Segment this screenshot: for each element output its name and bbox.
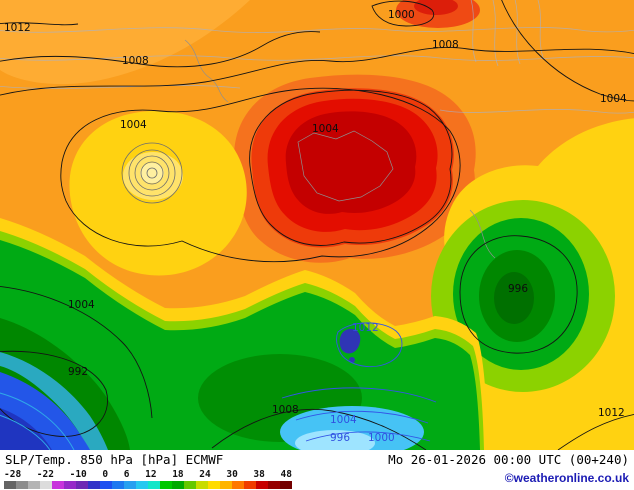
isobar-lines <box>0 0 634 451</box>
isobar-label: 1012 <box>4 22 31 34</box>
scale-tick-label: -28 <box>4 469 22 480</box>
isobar-label: 1004 <box>312 123 339 135</box>
isobar-label: 1012 <box>352 322 379 334</box>
scale-tick-label: 12 <box>145 469 157 480</box>
scale-color-segment <box>148 481 160 489</box>
scale-color-segment <box>40 481 52 489</box>
scale-color-segment <box>4 481 16 489</box>
isobar-label: 996 <box>508 283 528 295</box>
scale-color-segment <box>76 481 88 489</box>
isobar-label: 1004 <box>68 299 95 311</box>
scale-tick-label: 38 <box>253 469 265 480</box>
scale-tick-label: 6 <box>123 469 130 480</box>
scale-color-segment <box>280 481 292 489</box>
scale-color-segment <box>100 481 112 489</box>
scale-tick-label: 48 <box>280 469 292 480</box>
scale-color-segment <box>16 481 28 489</box>
sea-shape <box>339 328 361 354</box>
scale-color-segment <box>196 481 208 489</box>
isotherm-lines <box>0 0 634 114</box>
isobar-label: 1004 <box>120 119 147 131</box>
scale-color-segment <box>88 481 100 489</box>
scale-tick-label: 24 <box>199 469 211 480</box>
temperature-fill-layer <box>0 0 634 458</box>
scale-color-segment <box>124 481 136 489</box>
scale-tick-label: 0 <box>102 469 109 480</box>
scale-color-segment <box>256 481 268 489</box>
scale-color-segment <box>244 481 256 489</box>
scale-color-segment <box>184 481 196 489</box>
low-center-spiral <box>121 142 183 204</box>
scale-color-segment <box>208 481 220 489</box>
scale-color-segment <box>136 481 148 489</box>
isobar-label: 1000 <box>388 9 415 21</box>
isobar-label: 996 <box>330 432 350 444</box>
scale-color-segment <box>232 481 244 489</box>
scale-tick-label: 30 <box>226 469 238 480</box>
isobar-label: 1008 <box>122 55 149 67</box>
scale-color-segment <box>220 481 232 489</box>
scale-color-segment <box>52 481 64 489</box>
isobar-label: 1012 <box>598 407 625 419</box>
isobar-label: 1008 <box>272 404 299 416</box>
border-lines <box>184 39 496 259</box>
scale-tick-label: 18 <box>172 469 184 480</box>
temperature-scale-ticks: -28 -22 -10 0 6 12 18 24 30 38 48 <box>4 469 292 480</box>
legend-footer: SLP/Temp. 850 hPa [hPa] ECMWF Mo 26-01-2… <box>0 450 634 490</box>
blue-isobar-lines <box>0 322 437 451</box>
map-area: 1012 1008 1004 1004 1000 1008 1004 1004 992 996 10… <box>0 0 634 458</box>
isobar-label: 1004 <box>600 93 627 105</box>
scale-color-segment <box>112 481 124 489</box>
pressure-label-layer: 1012 1008 1004 1004 1000 1008 1004 1004 992 996 10… <box>4 9 627 444</box>
scale-color-segment <box>160 481 172 489</box>
map-title: SLP/Temp. 850 hPa [hPa] ECMWF <box>5 452 224 467</box>
isobar-label: 1004 <box>330 414 357 426</box>
weather-map-svg: 1012 1008 1004 1004 1000 1008 1004 1004 992 996 10… <box>0 0 634 458</box>
isobar-label: 1000 <box>368 432 395 444</box>
isobar-label: 992 <box>68 366 88 378</box>
scale-tick-label: -22 <box>36 469 54 480</box>
forecast-datetime: Mo 26-01-2026 00:00 UTC (00+240) <box>388 452 629 467</box>
scale-tick-label: -10 <box>69 469 87 480</box>
isobar-label: 1008 <box>432 39 459 51</box>
scale-color-segment <box>268 481 280 489</box>
scale-color-segment <box>64 481 76 489</box>
temperature-scale-bar <box>4 481 292 489</box>
scale-color-segment <box>172 481 184 489</box>
copyright-link[interactable]: ©weatheronline.co.uk <box>504 471 629 485</box>
scale-color-segment <box>28 481 40 489</box>
